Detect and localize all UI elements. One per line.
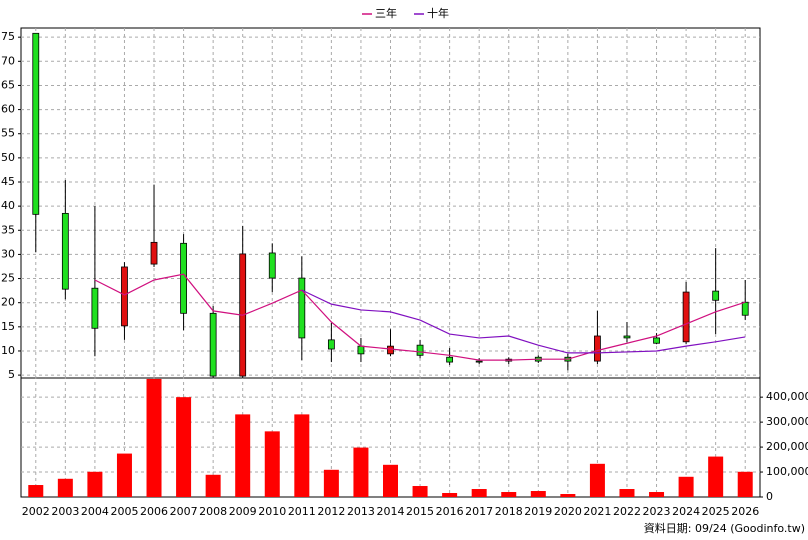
y2-tick-label: 200,000 [766, 440, 808, 453]
y-tick-label: 50 [1, 151, 15, 164]
candle-body [91, 287, 99, 329]
candle-body [653, 337, 660, 344]
x-tick-label: 2022 [613, 505, 641, 518]
ma-line [301, 289, 746, 354]
candle-body [712, 290, 720, 301]
candle-body [475, 360, 483, 363]
volume-bar [383, 464, 398, 497]
legend-label: 十年 [427, 6, 449, 20]
x-tick-label: 2016 [436, 505, 464, 518]
x-tick-label: 2024 [672, 505, 700, 518]
x-tick-label: 2018 [495, 505, 523, 518]
y-tick-label: 75 [1, 30, 15, 43]
candle-body [741, 301, 749, 316]
volume-bar [442, 493, 458, 497]
x-tick-label: 2021 [583, 505, 611, 518]
candle-body [32, 32, 40, 215]
volume-bar [176, 397, 192, 497]
candle-body [180, 242, 187, 314]
volume-bar [589, 463, 605, 497]
volume-bar [116, 453, 132, 497]
x-tick-label: 2007 [170, 505, 198, 518]
volume-bar [708, 456, 724, 497]
legend-label: 三年 [375, 6, 397, 20]
volume-bar [560, 494, 576, 497]
y-tick-label: 5 [8, 368, 15, 381]
volume-bar [471, 489, 487, 497]
candle-body [594, 335, 601, 362]
volume-bar [294, 414, 310, 497]
y-tick-label: 65 [1, 78, 15, 91]
volume-bar [146, 378, 162, 497]
candle-body [357, 345, 365, 355]
x-tick-label: 2013 [347, 505, 375, 518]
y-tick-label: 40 [1, 199, 15, 212]
x-tick-label: 2023 [643, 505, 671, 518]
y2-tick-label: 300,000 [766, 415, 808, 428]
candle-body [298, 277, 306, 339]
x-tick-label: 2025 [702, 505, 730, 518]
y-tick-label: 55 [1, 127, 15, 140]
volume-bar [737, 471, 753, 497]
y-tick-label: 30 [1, 247, 15, 260]
x-tick-label: 2003 [51, 505, 79, 518]
x-tick-label: 2005 [110, 505, 138, 518]
x-tick-label: 2006 [140, 505, 168, 518]
y-tick-label: 35 [1, 223, 15, 236]
x-tick-label: 2017 [465, 505, 493, 518]
volume-bar [323, 469, 339, 497]
volume-bar [353, 447, 369, 497]
volume-bar [87, 471, 103, 497]
candle-body [682, 291, 690, 343]
volume-bar [235, 414, 251, 497]
volume-bar [678, 476, 694, 497]
x-tick-label: 2020 [554, 505, 582, 518]
x-tick-label: 2015 [406, 505, 434, 518]
candle-body [416, 344, 424, 356]
ma-line [94, 273, 746, 361]
candle-body [387, 345, 394, 355]
volume-bar [501, 492, 517, 497]
x-tick-label: 2014 [377, 505, 405, 518]
x-tick-label: 2009 [229, 505, 257, 518]
volume-bar [28, 485, 44, 497]
y-tick-label: 15 [1, 320, 15, 333]
y-tick-label: 45 [1, 175, 15, 188]
y-tick-label: 20 [1, 296, 15, 309]
candle-body [327, 339, 335, 350]
y-tick-label: 25 [1, 272, 15, 285]
x-tick-label: 2011 [288, 505, 316, 518]
y2-tick-label: 100,000 [766, 465, 808, 478]
volume-bar [649, 492, 665, 497]
x-tick-label: 2004 [81, 505, 109, 518]
candle-body [150, 241, 158, 265]
y2-tick-label: 400,000 [766, 390, 808, 403]
volume-bar [530, 491, 546, 497]
y-tick-label: 60 [1, 103, 15, 116]
y-tick-label: 10 [1, 344, 15, 357]
candle-body [446, 356, 454, 363]
source-note: 資料日期: 09/24 (Goodinfo.tw) [644, 521, 805, 535]
candle-body [121, 266, 128, 327]
y2-tick-label: 0 [766, 490, 773, 503]
volume-bar [264, 431, 280, 497]
x-tick-label: 2002 [22, 505, 50, 518]
candle-body [61, 212, 69, 290]
candle-body [623, 335, 631, 339]
x-tick-label: 2026 [731, 505, 759, 518]
volume-bar [412, 486, 428, 497]
x-tick-label: 2008 [199, 505, 227, 518]
y-tick-label: 70 [1, 54, 15, 67]
x-tick-label: 2010 [258, 505, 286, 518]
volume-bar [205, 474, 221, 497]
x-tick-label: 2012 [317, 505, 345, 518]
candle-body [209, 312, 217, 377]
volume-bar [619, 489, 635, 497]
candle-body [268, 252, 276, 279]
volume-bar [57, 478, 73, 497]
x-tick-label: 2019 [524, 505, 552, 518]
